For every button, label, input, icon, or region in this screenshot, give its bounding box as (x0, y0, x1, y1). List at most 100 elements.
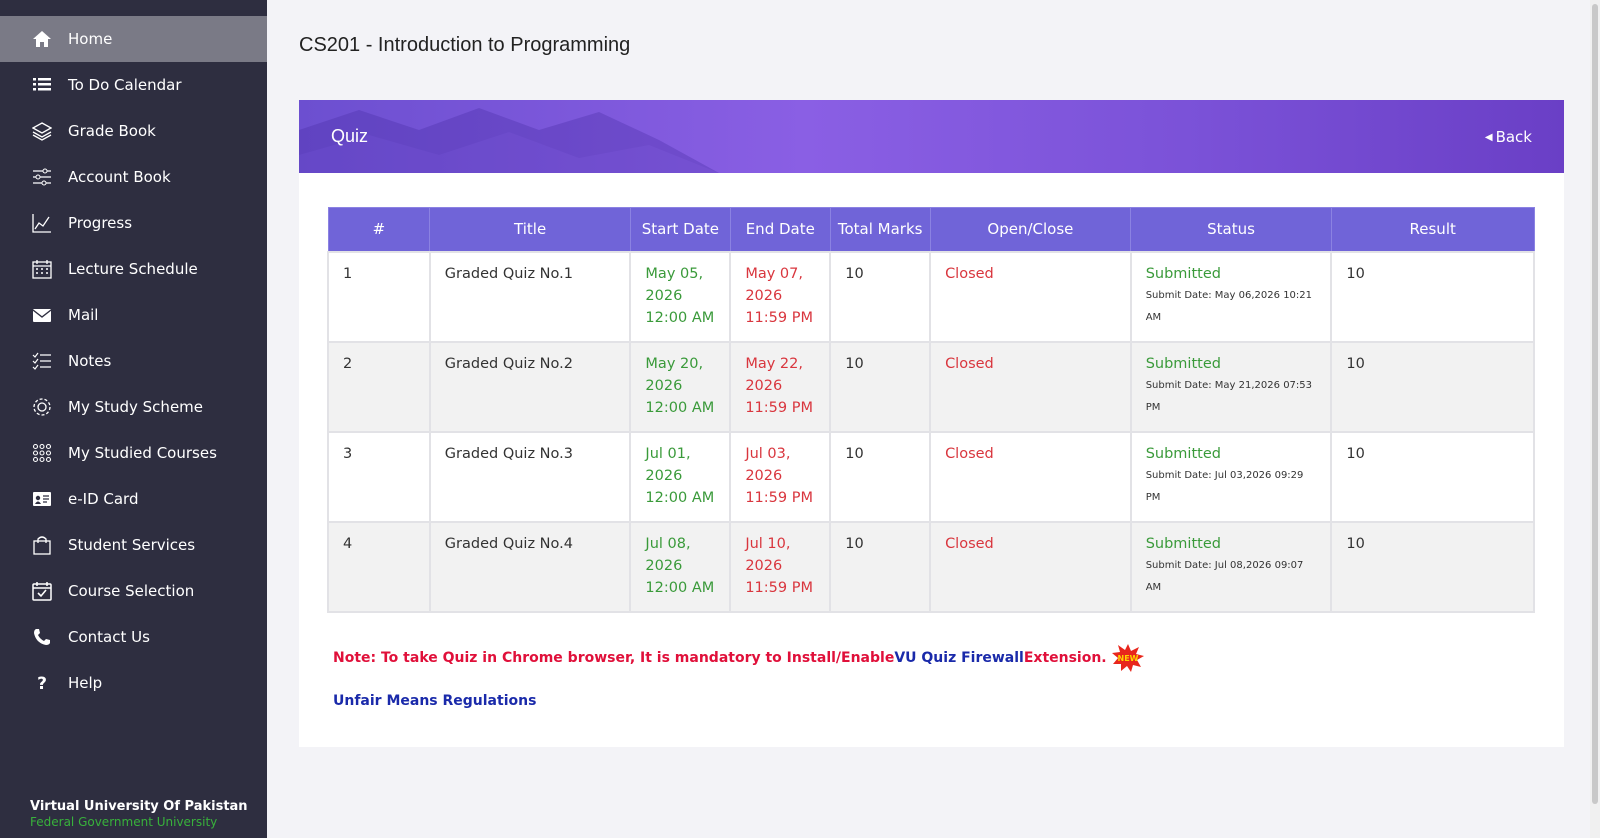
cell-end-date: May 22, 2026 11:59 PM (729, 340, 832, 433)
table-row: 3 Graded Quiz No.3 Jul 01, 2026 12:00 AM Jul … (327, 430, 1535, 523)
sidebar-item-label: My Studied Courses (68, 444, 217, 462)
sidebar-item-help[interactable]: ? Help (0, 660, 267, 706)
end-date-year: 2026 (745, 287, 783, 304)
list-icon (31, 74, 53, 96)
sidebar-item-label: Lecture Schedule (68, 260, 198, 278)
sidebar-item-label: My Study Scheme (68, 398, 204, 416)
row-number: 2 (343, 355, 353, 372)
cell-start-date: Jul 08, 2026 12:00 AM (629, 520, 732, 613)
card-header: Quiz ◀ Back (299, 100, 1564, 173)
sidebar-item-to-do-calendar[interactable]: To Do Calendar (0, 62, 267, 108)
sidebar-item-label: e-ID Card (68, 490, 139, 508)
sidebar-item-my-study-scheme[interactable]: My Study Scheme (0, 384, 267, 430)
sidebar-item-account-book[interactable]: Account Book (0, 154, 267, 200)
sidebar-item-course-selection[interactable]: Course Selection (0, 568, 267, 614)
cell-title: Graded Quiz No.1 (428, 250, 632, 343)
brand-title: Virtual University Of Pakistan (30, 799, 248, 814)
cell-status: Submitted Submit Date: May 21,2026 07:53 … (1129, 340, 1333, 433)
table-row: 2 Graded Quiz No.2 May 20, 2026 12:00 AM May … (327, 340, 1535, 433)
row-number: 1 (343, 265, 353, 282)
sidebar-item-e-id-card[interactable]: e-ID Card (0, 476, 267, 522)
quiz-note: Note: To take Quiz in Chrome browser, It… (333, 643, 1145, 673)
end-date-time: 11:59 PM (745, 489, 813, 506)
total-marks: 10 (845, 535, 864, 552)
submission-status: Submitted (1145, 445, 1221, 462)
end-date-day: Jul 10, (745, 535, 791, 552)
sidebar-item-label: Course Selection (68, 582, 195, 600)
start-date-time: 12:00 AM (645, 489, 715, 506)
start-date-time: 12:00 AM (645, 579, 715, 596)
end-date-time: 11:59 PM (745, 309, 813, 326)
phone-icon (31, 626, 53, 648)
sidebar-item-label: Account Book (68, 168, 171, 186)
cell-total-marks: 10 (829, 520, 932, 613)
cell-start-date: May 20, 2026 12:00 AM (629, 340, 732, 433)
question-icon: ? (31, 672, 53, 694)
cell-status: Submitted Submit Date: May 06,2026 10:21 … (1129, 250, 1333, 343)
cell-end-date: Jul 03, 2026 11:59 PM (729, 430, 832, 523)
quiz-title: Graded Quiz No.1 (444, 265, 573, 282)
sidebar-nav: Home To Do Calendar Grade Book Account Book… (0, 16, 267, 706)
sidebar-item-contact-us[interactable]: Contact Us (0, 614, 267, 660)
sidebar-item-my-studied-courses[interactable]: My Studied Courses (0, 430, 267, 476)
back-button[interactable]: ◀ Back (1485, 128, 1532, 146)
end-date-year: 2026 (745, 377, 783, 394)
cell-total-marks: 10 (829, 430, 932, 523)
column-header: # (327, 207, 431, 252)
cell-total-marks: 10 (829, 340, 932, 433)
submit-date: Submit Date: Jul 08,2026 09:07 AM (1145, 559, 1304, 593)
sidebar-item-student-services[interactable]: Student Services (0, 522, 267, 568)
sidebar-item-label: Help (68, 674, 103, 692)
table-header-row: # Title Start Date End Date Total Marks Open/… (327, 207, 1535, 252)
sidebar-item-label: Grade Book (68, 122, 156, 140)
cell-end-date: May 07, 2026 11:59 PM (729, 250, 832, 343)
table-body: 1 Graded Quiz No.1 May 05, 2026 12:00 AM May … (327, 250, 1535, 613)
back-label: Back (1495, 128, 1532, 146)
sliders-icon (31, 166, 53, 188)
start-date-time: 12:00 AM (645, 309, 715, 326)
open-close-status: Closed (945, 355, 994, 372)
mail-icon (31, 304, 53, 326)
svg-text:NEW: NEW (1117, 654, 1138, 663)
cell-open-close: Closed (929, 430, 1132, 523)
cell-start-date: Jul 01, 2026 12:00 AM (629, 430, 732, 523)
sidebar-item-mail[interactable]: Mail (0, 292, 267, 338)
cell-title: Graded Quiz No.4 (428, 520, 632, 613)
quiz-title: Graded Quiz No.4 (444, 535, 573, 552)
caret-left-icon: ◀ (1484, 131, 1493, 143)
open-close-status: Closed (945, 445, 994, 462)
start-date-day: May 05, (645, 265, 704, 282)
sidebar-item-progress[interactable]: Progress (0, 200, 267, 246)
quiz-card: Quiz ◀ Back # Title Start Date End Date Tota… (299, 100, 1564, 747)
sidebar-item-home[interactable]: Home (0, 16, 267, 62)
cell-status: Submitted Submit Date: Jul 08,2026 09:07 … (1129, 520, 1333, 613)
column-header: Open/Close (929, 207, 1132, 252)
start-date-day: Jul 08, (645, 535, 691, 552)
start-date-day: May 20, (645, 355, 704, 372)
note-firewall-link[interactable]: VU Quiz Firewall (894, 650, 1024, 666)
start-date-year: 2026 (645, 287, 683, 304)
column-header: Total Marks (829, 207, 931, 252)
sidebar-item-label: Mail (68, 306, 99, 324)
scrollbar[interactable] (1590, 0, 1600, 838)
bag-icon (31, 534, 53, 556)
table-row: 4 Graded Quiz No.4 Jul 08, 2026 12:00 AM Jul … (327, 520, 1535, 613)
brand: Virtual University Of Pakistan Federal G… (30, 799, 248, 829)
start-date-day: Jul 01, (645, 445, 691, 462)
cell-result: 10 (1330, 520, 1535, 613)
cell-number: 3 (327, 430, 431, 523)
scrollbar-thumb[interactable] (1592, 4, 1598, 804)
submission-status: Submitted (1145, 535, 1221, 552)
sidebar-item-notes[interactable]: Notes (0, 338, 267, 384)
sidebar-item-lecture-schedule[interactable]: Lecture Schedule (0, 246, 267, 292)
sidebar-item-grade-book[interactable]: Grade Book (0, 108, 267, 154)
cell-total-marks: 10 (829, 250, 932, 343)
svg-text:?: ? (37, 674, 47, 693)
brand-subtitle: Federal Government University (30, 815, 218, 829)
cell-title: Graded Quiz No.2 (428, 340, 632, 433)
unfair-means-link[interactable]: Unfair Means Regulations (333, 693, 537, 709)
cell-number: 1 (327, 250, 431, 343)
end-date-time: 11:59 PM (745, 399, 813, 416)
quiz-table: # Title Start Date End Date Total Marks Open/… (327, 207, 1535, 613)
quiz-result: 10 (1346, 535, 1365, 552)
